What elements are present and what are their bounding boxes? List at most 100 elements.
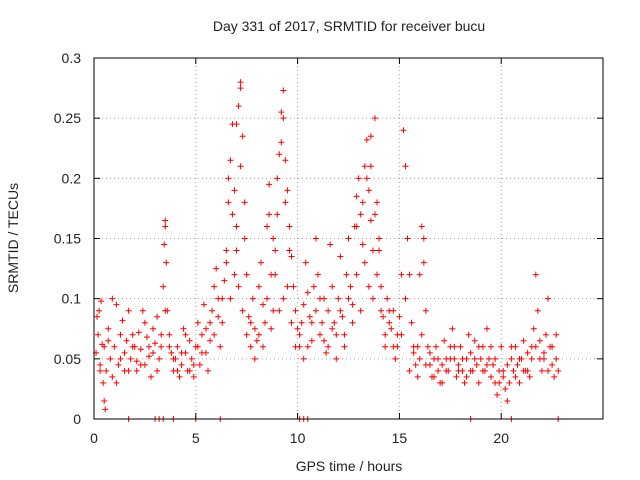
data-point	[516, 355, 523, 362]
data-point	[549, 361, 556, 368]
data-point	[319, 319, 326, 326]
data-point	[272, 247, 279, 254]
data-point	[161, 241, 168, 248]
data-point	[292, 343, 299, 350]
data-point	[538, 367, 545, 374]
y-tick-label: 0.2	[62, 170, 82, 186]
data-point	[485, 355, 492, 362]
data-point	[127, 355, 134, 362]
data-point	[451, 343, 458, 350]
data-point	[398, 271, 405, 278]
data-point	[471, 355, 478, 362]
data-point	[412, 361, 419, 368]
data-point	[282, 199, 289, 206]
data-point	[534, 307, 541, 314]
data-point	[190, 361, 197, 368]
data-point	[207, 319, 214, 326]
data-point	[500, 367, 507, 374]
data-point	[463, 373, 470, 380]
data-point	[290, 283, 297, 290]
data-point	[394, 343, 401, 350]
data-point	[498, 343, 505, 350]
data-point	[310, 283, 317, 290]
data-point	[514, 361, 521, 368]
data-point	[284, 187, 291, 194]
data-point	[418, 331, 425, 338]
data-point	[133, 358, 140, 365]
data-point	[424, 343, 431, 350]
data-point	[241, 235, 248, 242]
data-point	[551, 373, 558, 380]
data-point	[119, 317, 126, 324]
data-point	[211, 331, 218, 338]
data-point	[264, 223, 271, 230]
data-point	[441, 337, 448, 344]
data-point	[125, 307, 132, 314]
data-point	[374, 199, 381, 206]
data-point	[335, 295, 342, 302]
data-point	[483, 325, 490, 332]
data-point	[111, 343, 118, 350]
data-point	[101, 397, 108, 404]
data-point	[406, 271, 413, 278]
x-tick-label: 0	[90, 430, 98, 446]
data-point	[196, 361, 203, 368]
data-point	[545, 367, 552, 374]
data-point	[304, 289, 311, 296]
data-point	[467, 367, 474, 374]
data-point	[492, 355, 499, 362]
data-point	[316, 331, 323, 338]
data-point	[408, 319, 415, 326]
data-point	[194, 319, 201, 326]
data-point	[168, 349, 175, 356]
data-point	[272, 271, 279, 278]
data-point	[345, 295, 352, 302]
data-point	[219, 319, 226, 326]
data-point	[363, 175, 370, 182]
data-point	[280, 87, 287, 94]
y-tick-label: 0	[73, 411, 81, 427]
data-point	[276, 307, 283, 314]
data-point	[235, 103, 242, 110]
data-point	[115, 361, 122, 368]
data-point	[380, 313, 387, 320]
data-point	[225, 199, 232, 206]
data-point	[154, 313, 161, 320]
data-point	[353, 193, 360, 200]
data-point	[435, 355, 442, 362]
data-point	[365, 187, 372, 194]
x-tick-label: 5	[192, 430, 200, 446]
data-point	[455, 367, 462, 374]
data-point	[306, 313, 313, 320]
data-point	[420, 259, 427, 266]
data-point	[241, 199, 248, 206]
data-point	[477, 355, 484, 362]
data-point	[235, 283, 242, 290]
data-point	[178, 361, 185, 368]
data-point	[247, 343, 254, 350]
data-point	[101, 343, 108, 350]
data-point	[135, 329, 142, 336]
data-point	[439, 361, 446, 368]
data-point	[107, 355, 114, 362]
data-point	[532, 343, 539, 350]
data-point	[508, 355, 515, 362]
data-point	[353, 223, 360, 230]
data-point	[508, 343, 515, 350]
data-point	[274, 175, 281, 182]
data-point	[103, 367, 110, 374]
x-tick-label: 15	[392, 430, 408, 446]
data-point	[494, 391, 501, 398]
data-point	[502, 385, 509, 392]
data-point	[251, 325, 258, 332]
data-point	[264, 295, 271, 302]
data-point	[435, 367, 442, 374]
data-point	[213, 265, 220, 272]
data-point	[186, 337, 193, 344]
data-point	[243, 331, 250, 338]
data-point	[371, 211, 378, 218]
data-point	[327, 241, 334, 248]
data-point	[347, 283, 354, 290]
data-point	[483, 361, 490, 368]
data-point	[237, 79, 244, 86]
